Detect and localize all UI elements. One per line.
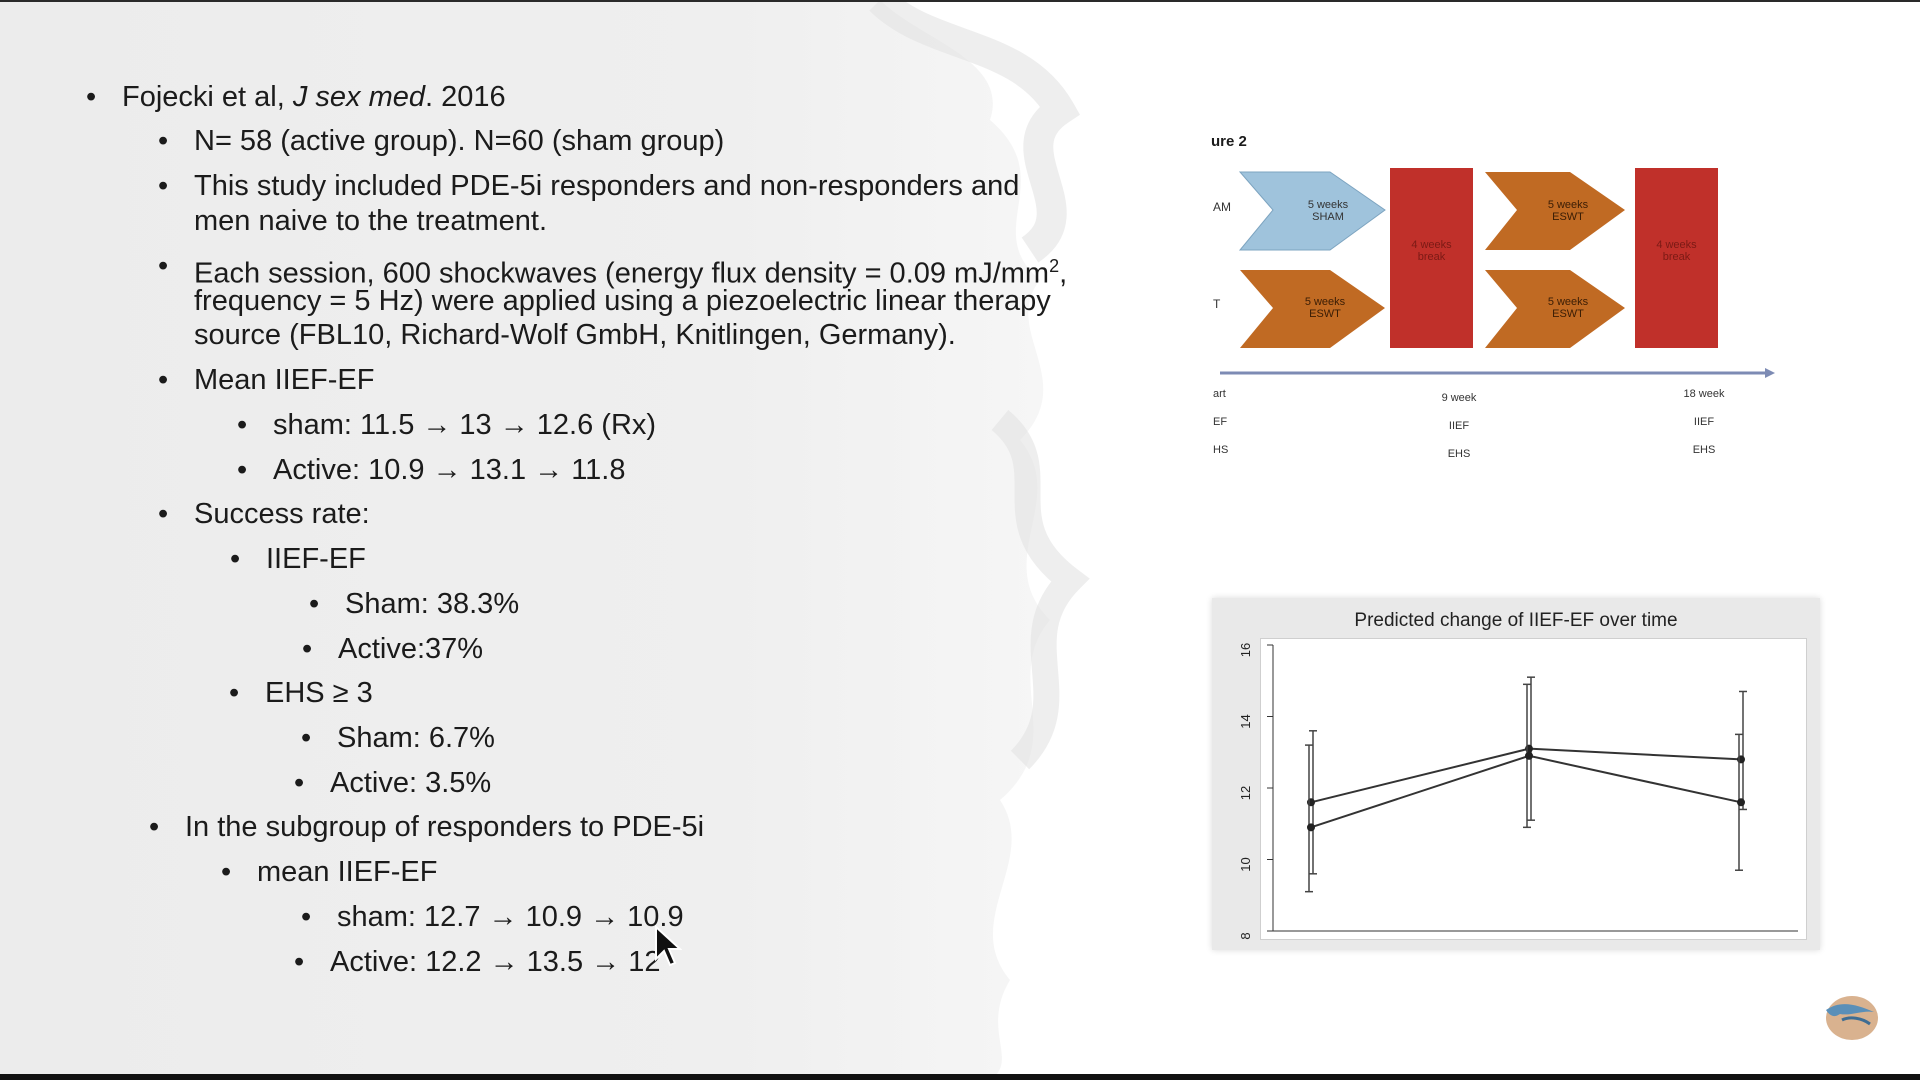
bullet-ehs-sham: • Sham: 6.7% (301, 722, 495, 754)
data-point (1737, 798, 1745, 807)
y-tick-label: 16 (1238, 643, 1253, 657)
eswt-arrow-box-1 (1485, 172, 1625, 250)
bullet-ehs: • EHS ≥ 3 (229, 677, 373, 709)
break-label-1: 4 weeks break (1411, 239, 1452, 263)
sham-arrow-box (1238, 171, 1386, 251)
row-label-sham: AM (1213, 200, 1231, 214)
eswt-arrow-box-3 (1485, 270, 1625, 348)
break-box-2 (1635, 168, 1718, 348)
bullet-citation: • Fojecki et al, J sex med. 2016 (86, 81, 506, 113)
bullet-study-population: • This study included PDE-5i responders … (158, 170, 1020, 202)
y-tick-label: 10 (1238, 857, 1253, 871)
bullet-active-mean: • Active: 10.9 → 13.1 → 11.8 (237, 454, 626, 486)
bullet-session: • Each session, 600 shockwaves (energy f… (158, 250, 1068, 290)
timeline-18week-ehs: EHS (1692, 444, 1716, 456)
break-label-2: 4 weeks break (1656, 239, 1697, 263)
chart-y-axis: 8 10 12 14 16 (1238, 643, 1253, 940)
bullet-subgroup-active: • Active: 12.2 → 13.5 → 12 (294, 946, 661, 978)
timeline-9week-ehs: EHS (1447, 448, 1471, 460)
bullet-iief-ef: • IIEF-EF (230, 543, 366, 575)
timeline-18week-iief: IIEF (1693, 416, 1715, 428)
data-point (1307, 823, 1315, 832)
timeline-9week-iief: IIEF (1448, 420, 1470, 432)
series-line (1310, 754, 1742, 829)
break-box-1 (1390, 168, 1473, 348)
y-tick-label: 12 (1238, 786, 1253, 800)
timeline-9week: 9 week (1441, 392, 1477, 404)
presenter-logo-icon (1826, 996, 1878, 1040)
timeline-start: art (1213, 388, 1226, 400)
eswt-arrow-box-2 (1240, 270, 1385, 348)
bullet-session-line3: source (FBL10, Richard-Wolf GmbH, Knitli… (194, 319, 956, 351)
slide-bullet-list: • Fojecki et al, J sex med. 2016 • N= 58… (86, 81, 1068, 978)
bullet-sham-mean: • sham: 11.5 → 13 → 12.6 (Rx) (237, 409, 657, 441)
box-sham-label: 5 weeks SHAM (1307, 199, 1349, 223)
timeline-start-iief: EF (1213, 416, 1228, 428)
chart-title: Predicted change of IIEF-EF over time (1354, 610, 1678, 631)
bullet-subgroup-sham: • sham: 12.7 → 10.9 → 10.9 (301, 901, 684, 933)
data-point (1525, 744, 1533, 753)
top-border (0, 0, 1920, 2)
timeline-18week: 18 week (1683, 388, 1725, 400)
bullet-group-sizes: • N= 58 (active group). N=60 (sham group… (158, 125, 725, 157)
data-point (1737, 755, 1745, 764)
chart-svg (1267, 644, 1798, 932)
chart-plot-area (1260, 638, 1807, 940)
mouse-cursor-icon (655, 925, 682, 967)
y-tick-label: 8 (1238, 932, 1253, 939)
bottom-border (0, 1074, 1920, 1080)
bullet-iief-sham: • Sham: 38.3% (309, 588, 520, 620)
box-eswt-label-2: 5 weeks ESWT (1547, 199, 1589, 223)
box-eswt-label-3: 5 weeks ESWT (1547, 296, 1589, 320)
study-design-diagram (1220, 168, 1775, 378)
box-eswt-label-1: 5 weeks ESWT (1304, 296, 1346, 320)
study-design-figure: ure 2 AM T 5 weeks SHAM 5 weeks ESWT 5 wee… (1205, 130, 1785, 480)
bullet-mean-iief: • Mean IIEF-EF (158, 364, 375, 396)
data-point (1525, 751, 1533, 760)
bullet-study-population-cont: men naive to the treatment. (194, 205, 548, 237)
iief-chart-panel: Predicted change of IIEF-EF over time 8 1… (1212, 598, 1820, 950)
data-point (1307, 798, 1315, 807)
figure-title: ure 2 (1211, 133, 1247, 150)
bullet-ehs-active: • Active: 3.5% (294, 767, 492, 799)
bullet-subgroup-mean: • mean IIEF-EF (221, 856, 438, 888)
bullet-success-rate: • Success rate: (158, 498, 370, 530)
timeline-start-ehs: HS (1213, 444, 1229, 456)
y-tick-label: 14 (1238, 714, 1253, 728)
bullet-iief-active: • Active:37% (302, 633, 484, 665)
timeline-arrow (1765, 368, 1775, 378)
bullet-subgroup: • In the subgroup of responders to PDE-5… (149, 811, 705, 843)
bullet-session-line2: frequency = 5 Hz) were applied using a p… (194, 285, 1051, 317)
row-label-eswt: T (1213, 297, 1221, 311)
